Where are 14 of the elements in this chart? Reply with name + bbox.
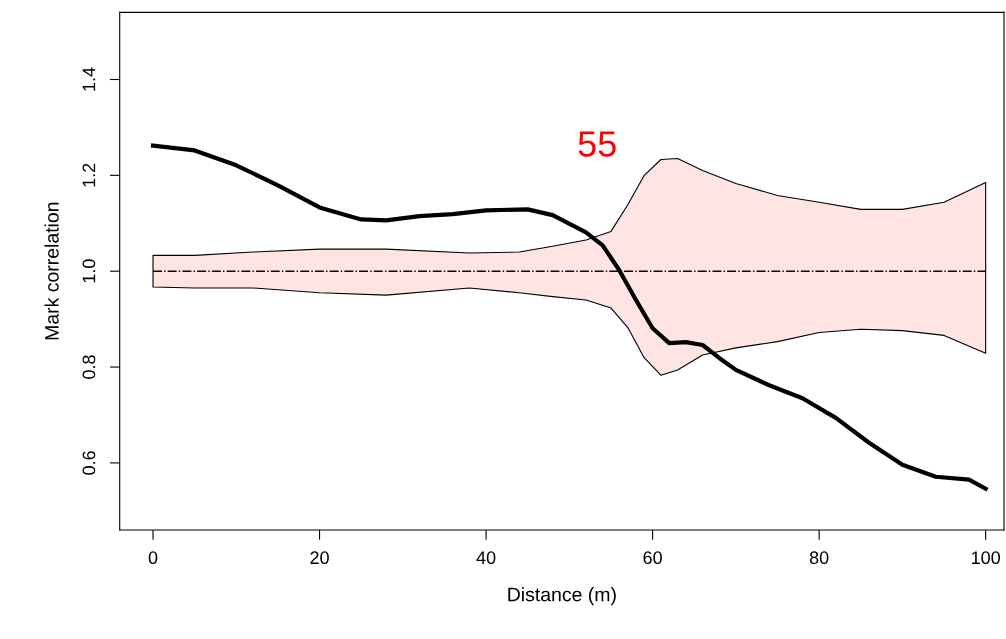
y-tick-label: 1.2 (82, 163, 96, 187)
x-axis-title: Distance (m) (508, 587, 616, 606)
x-tick-label: 40 (476, 551, 496, 565)
x-tick-label: 20 (310, 551, 329, 565)
y-tick-label: 0.6 (82, 451, 96, 475)
y-axis-title: Mark correlation (44, 202, 59, 340)
y-tick-label: 0.8 (82, 355, 96, 379)
x-tick-label: 100 (971, 551, 1001, 565)
x-tick-label: 60 (643, 551, 662, 565)
x-tick-label: 80 (809, 551, 829, 565)
annotation: 55 (578, 131, 616, 157)
y-tick-label: 1.0 (82, 259, 96, 283)
y-tick-label: 1.4 (82, 67, 96, 91)
x-tick-label: 0 (148, 551, 158, 565)
